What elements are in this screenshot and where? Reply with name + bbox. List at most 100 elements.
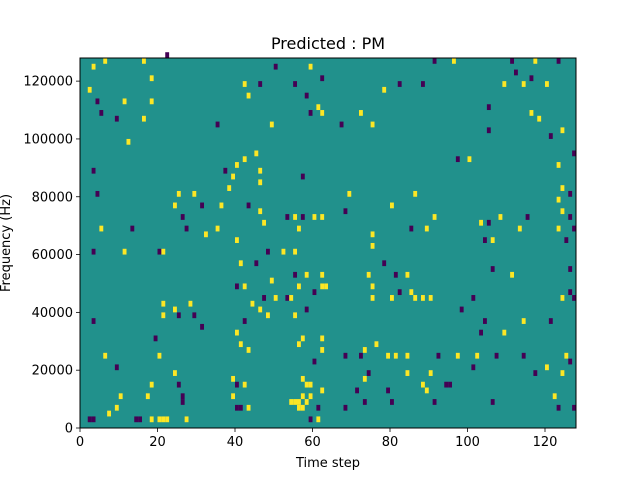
chart-title: Predicted : PM — [271, 34, 385, 53]
heatmap-cell-high — [413, 295, 418, 301]
heatmap-cell-high — [362, 375, 367, 382]
heatmap-cell-high — [405, 271, 410, 278]
heatmap-cell-low — [397, 289, 402, 296]
heatmap-cell-low — [87, 416, 92, 423]
heatmap-cell-low — [386, 387, 391, 394]
heatmap-cell-high — [149, 98, 154, 105]
heatmap-cell-high — [231, 173, 236, 180]
heatmap-cell-high — [235, 237, 239, 243]
heatmap-cell-low — [568, 289, 573, 296]
heatmap-cell-high — [149, 75, 154, 82]
heatmap-cell-high — [103, 58, 108, 64]
heatmap-cell-high — [479, 219, 484, 226]
heatmap-cell-high — [545, 81, 549, 87]
heatmap-cell-high — [370, 243, 375, 249]
heatmap-cell-high — [424, 225, 429, 232]
heatmap-cell-high — [122, 98, 127, 105]
heatmap-cell-low — [568, 266, 573, 272]
heatmap-cell-low — [533, 370, 538, 376]
heatmap-cell-high — [490, 237, 495, 243]
x-tick-label: 40 — [227, 435, 244, 450]
heatmap-cell-low — [366, 370, 371, 376]
heatmap-cell-high — [149, 416, 154, 423]
heatmap-cell-low — [91, 318, 96, 324]
heatmap-cell-low — [192, 312, 197, 319]
heatmap-cell-high — [533, 58, 538, 64]
heatmap-cell-high — [324, 283, 329, 290]
heatmap-cell-high — [242, 156, 247, 163]
heatmap-cell-high — [157, 352, 162, 359]
y-tick-label: 0 — [65, 422, 73, 437]
heatmap-cell-low — [444, 381, 449, 388]
heatmap-cell-low — [397, 81, 402, 87]
heatmap-cell-low — [95, 190, 100, 197]
y-tick-label: 60000 — [32, 248, 73, 263]
heatmap-cell-high — [308, 393, 313, 400]
heatmap-cell-high — [560, 370, 565, 376]
heatmap-cell-high — [320, 347, 325, 353]
heatmap-cell-high — [238, 260, 243, 267]
heatmap-cell-low — [409, 225, 414, 232]
y-axis: 0 20000 40000 60000 80000 100000 120000 — [23, 75, 80, 437]
heatmap-cell-high — [498, 214, 503, 220]
heatmap-cell-low — [486, 127, 491, 134]
heatmap-cell-high — [370, 283, 375, 290]
heatmap-cell-low — [312, 358, 317, 365]
heatmap-cell-high — [308, 63, 313, 70]
heatmap-cell-low — [510, 58, 515, 64]
heatmap-cell-high — [320, 214, 325, 220]
heatmap-cell-high — [91, 63, 96, 70]
heatmap-cell-low — [568, 190, 573, 197]
heatmap-cell-low — [572, 150, 577, 157]
heatmap-cell-low — [514, 69, 518, 76]
heatmap-cell-high — [413, 190, 418, 197]
heatmap-cell-low — [548, 133, 553, 139]
heatmap-cell-high — [142, 58, 146, 64]
heatmap-cell-low — [180, 214, 185, 220]
heatmap-cell-low — [448, 381, 453, 388]
heatmap-cell-low — [572, 225, 577, 232]
heatmap-cell-low — [114, 115, 119, 122]
heatmap-cell-high — [560, 185, 565, 191]
heatmap-cell-low — [99, 110, 104, 116]
heatmap-cell-low — [359, 352, 363, 359]
heatmap-cell-high — [231, 393, 236, 400]
x-axis-label: Time step — [295, 456, 360, 471]
heatmap-cell-high — [269, 277, 274, 284]
plot-area — [79, 52, 577, 429]
heatmap-cell-high — [521, 318, 526, 324]
heatmap-cell-high — [564, 352, 569, 359]
heatmap-cell-high — [87, 86, 92, 93]
heatmap-cell-high — [293, 214, 298, 220]
heatmap-cell-low — [308, 416, 313, 423]
heatmap-cell-low — [490, 399, 495, 405]
heatmap-cell-high — [366, 271, 371, 278]
heatmap-cell-high — [192, 190, 197, 197]
heatmap-cell-high — [320, 387, 325, 394]
heatmap-cell-low — [339, 121, 344, 128]
heatmap-cell-high — [374, 341, 379, 348]
heatmap-cell-low — [300, 173, 305, 180]
heatmap-cell-low — [568, 358, 573, 365]
x-tick-label: 80 — [382, 435, 399, 450]
heatmap-cell-low — [304, 92, 309, 99]
heatmap-cell-low — [273, 63, 278, 70]
heatmap-cell-low — [300, 214, 305, 220]
heatmap-cell-high — [281, 248, 286, 255]
heatmap-cell-low — [459, 306, 464, 313]
heatmap-cell-high — [560, 208, 565, 215]
heatmap-cell-high — [293, 312, 298, 319]
heatmap-cell-low — [114, 364, 119, 371]
heatmap-cell-low — [262, 295, 267, 301]
heatmap-cell-high — [289, 399, 294, 405]
y-tick-label: 40000 — [32, 306, 73, 321]
heatmap-cell-low — [235, 283, 239, 290]
heatmap-cell-high — [300, 375, 305, 382]
heatmap-cell-high — [258, 179, 263, 186]
heatmap-cell-high — [188, 300, 193, 307]
heatmap-cell-high — [297, 341, 301, 348]
heatmap-cell-high — [382, 86, 387, 93]
heatmap-cell-high — [122, 248, 127, 255]
heatmap-cell-high — [242, 381, 247, 388]
heatmap-cell-high — [161, 248, 166, 255]
